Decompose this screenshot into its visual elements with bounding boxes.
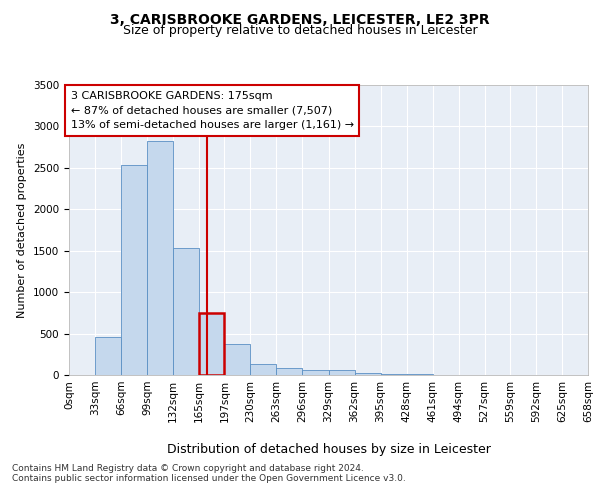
Y-axis label: Number of detached properties: Number of detached properties bbox=[17, 142, 28, 318]
Text: 3 CARISBROOKE GARDENS: 175sqm
← 87% of detached houses are smaller (7,507)
13% o: 3 CARISBROOKE GARDENS: 175sqm ← 87% of d… bbox=[71, 91, 354, 130]
Text: Contains HM Land Registry data © Crown copyright and database right 2024.: Contains HM Land Registry data © Crown c… bbox=[12, 464, 364, 473]
Bar bbox=[173, 248, 199, 375]
Text: Contains public sector information licensed under the Open Government Licence v3: Contains public sector information licen… bbox=[12, 474, 406, 483]
Bar bbox=[355, 374, 380, 375]
Text: 3, CARISBROOKE GARDENS, LEICESTER, LE2 3PR: 3, CARISBROOKE GARDENS, LEICESTER, LE2 3… bbox=[110, 12, 490, 26]
Bar bbox=[380, 374, 407, 375]
Text: Distribution of detached houses by size in Leicester: Distribution of detached houses by size … bbox=[167, 442, 491, 456]
Bar bbox=[95, 337, 121, 375]
Bar bbox=[121, 166, 147, 375]
Bar bbox=[302, 370, 329, 375]
Bar bbox=[329, 370, 355, 375]
Bar bbox=[277, 368, 302, 375]
Bar bbox=[407, 374, 433, 375]
Text: Size of property relative to detached houses in Leicester: Size of property relative to detached ho… bbox=[122, 24, 478, 37]
Bar bbox=[199, 313, 224, 375]
Bar bbox=[224, 344, 250, 375]
Bar bbox=[199, 313, 224, 375]
Bar bbox=[147, 140, 173, 375]
Bar bbox=[250, 364, 277, 375]
